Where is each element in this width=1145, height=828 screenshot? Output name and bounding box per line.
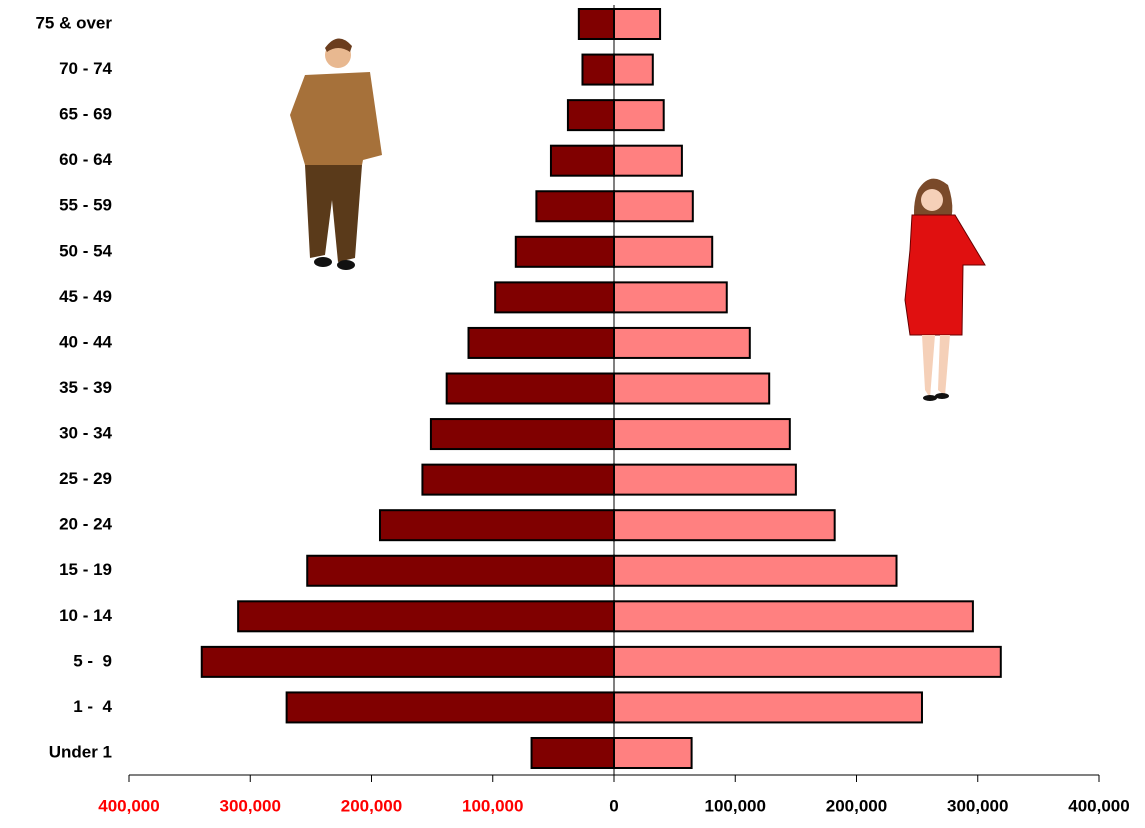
- y-tick-label: 1 - 4: [73, 697, 112, 716]
- bar: [380, 510, 614, 540]
- bar: [614, 282, 727, 312]
- man-figure: [290, 38, 382, 270]
- bar: [582, 55, 614, 85]
- bar: [614, 374, 769, 404]
- x-tick-label: 100,000: [462, 796, 523, 815]
- bar: [532, 738, 614, 768]
- y-tick-label: 30 - 34: [59, 424, 112, 443]
- bar: [614, 601, 973, 631]
- y-tick-label: 5 - 9: [73, 651, 112, 670]
- bar: [614, 556, 897, 586]
- y-tick-label: 40 - 44: [59, 332, 112, 351]
- y-tick-label: 10 - 14: [59, 606, 112, 625]
- y-tick-label: 65 - 69: [59, 105, 112, 124]
- x-tick-label: 200,000: [826, 796, 887, 815]
- bar: [516, 237, 614, 267]
- bar: [536, 191, 614, 221]
- bar: [614, 328, 750, 358]
- bar: [307, 556, 614, 586]
- bar: [579, 9, 614, 39]
- x-tick-label: 0: [609, 796, 618, 815]
- bar: [614, 738, 692, 768]
- bar: [614, 692, 922, 722]
- y-tick-label: 35 - 39: [59, 378, 112, 397]
- bar: [614, 191, 693, 221]
- bar: [614, 647, 1001, 677]
- bar: [447, 374, 614, 404]
- bar: [614, 419, 790, 449]
- bar: [614, 9, 660, 39]
- y-tick-label: 55 - 59: [59, 196, 112, 215]
- y-tick-label: 45 - 49: [59, 287, 112, 306]
- y-tick-label: 70 - 74: [59, 59, 112, 78]
- bar: [202, 647, 614, 677]
- y-tick-label: 15 - 19: [59, 560, 112, 579]
- y-tick-label: 60 - 64: [59, 150, 112, 169]
- bar: [238, 601, 614, 631]
- y-tick-label: 25 - 29: [59, 469, 112, 488]
- bar: [551, 146, 614, 176]
- bar: [614, 465, 796, 495]
- bar: [495, 282, 614, 312]
- bar: [568, 100, 614, 130]
- bar: [614, 55, 653, 85]
- bar: [614, 146, 682, 176]
- bar: [422, 465, 614, 495]
- y-tick-label: 20 - 24: [59, 515, 112, 534]
- x-tick-label: 300,000: [220, 796, 281, 815]
- x-tick-label: 400,000: [98, 796, 159, 815]
- bar: [614, 100, 664, 130]
- bar: [614, 237, 712, 267]
- bar: [287, 692, 614, 722]
- bar: [469, 328, 615, 358]
- x-tick-label: 400,000: [1068, 796, 1129, 815]
- chart: Under 1 1 - 4 5 - 9 10 - 14 15 - 19 20 - 24 25…: [0, 0, 1145, 828]
- x-tick-label: 200,000: [341, 796, 402, 815]
- y-tick-label: 75 & over: [35, 13, 112, 32]
- bar: [431, 419, 614, 449]
- x-tick-label: 300,000: [947, 796, 1008, 815]
- woman-figure: [905, 179, 985, 401]
- bar: [614, 510, 835, 540]
- y-tick-label: Under 1: [49, 742, 112, 761]
- x-tick-label: 100,000: [705, 796, 766, 815]
- y-tick-label: 50 - 54: [59, 241, 112, 260]
